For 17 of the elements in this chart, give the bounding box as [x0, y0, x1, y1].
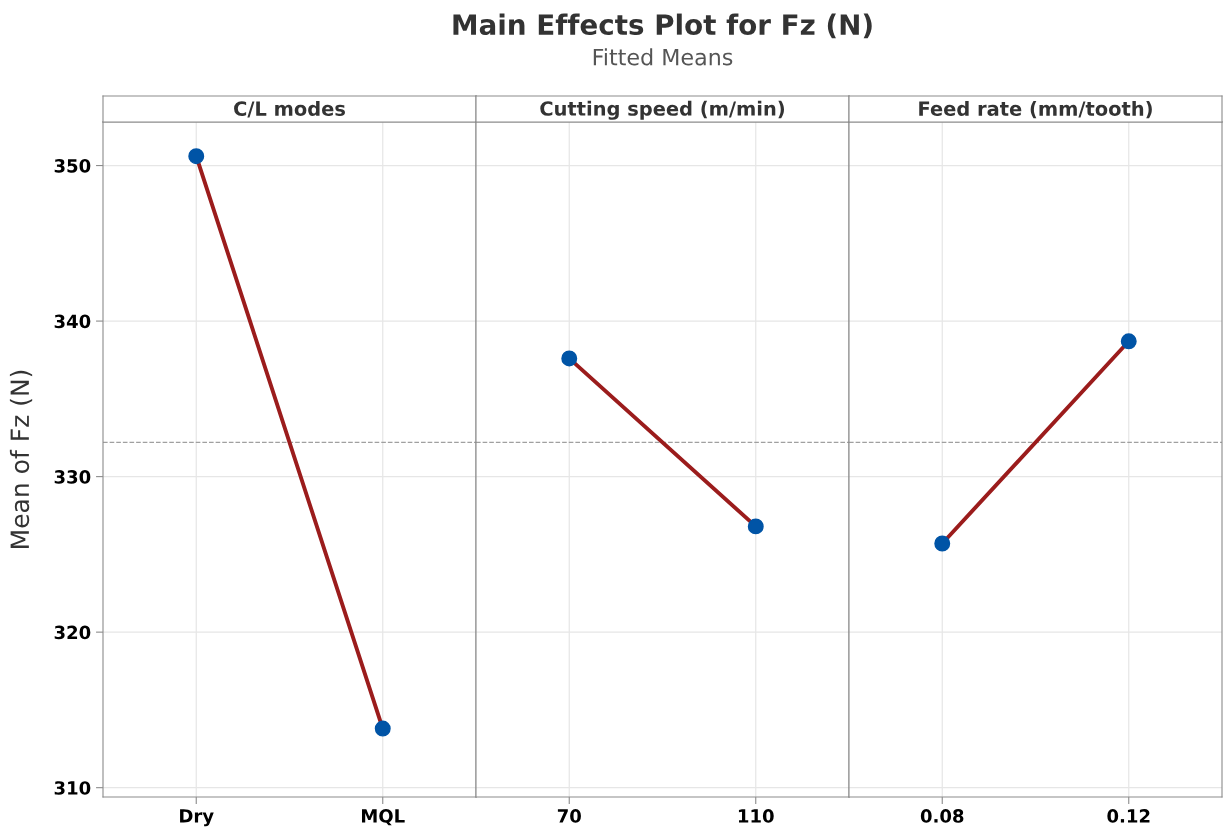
y-tick-label: 310	[54, 781, 91, 795]
chart-subtitle: Fitted Means	[593, 48, 733, 66]
y-tick-label: 340	[54, 314, 91, 329]
x-axis-title: Cutting speed (m/min)	[540, 100, 785, 120]
x-tick-label: 70	[557, 809, 581, 823]
x-tick-label: MQL	[362, 809, 405, 826]
x-tick-label: 0.12	[1107, 809, 1150, 823]
x-tick-label: Dry	[180, 809, 214, 827]
chart-title: Main Effects Plot for Fz (N)	[453, 13, 872, 39]
x-tick-label: 110	[738, 809, 774, 823]
x-axis-title: Feed rate (mm/tooth)	[919, 100, 1152, 119]
y-tick-label: 320	[54, 625, 91, 640]
y-axis-title: Mean of Fz (N)	[9, 370, 33, 548]
y-tick-label: 330	[54, 470, 91, 484]
x-tick-label: 0.08	[920, 809, 964, 823]
y-tick-label: 350	[54, 159, 91, 173]
x-axis-title: C/L modes	[234, 100, 345, 118]
